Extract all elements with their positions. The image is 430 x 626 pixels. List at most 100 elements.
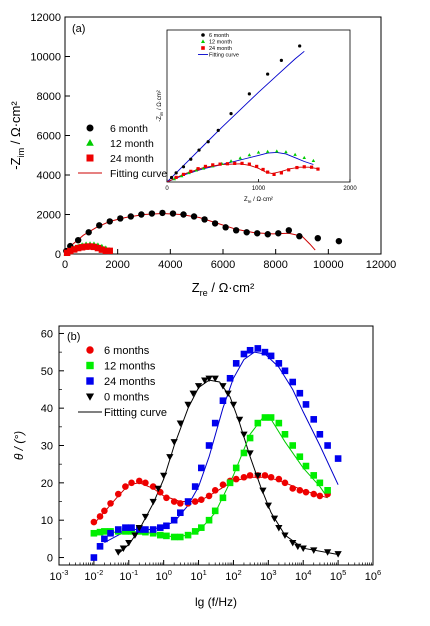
inset-data-point [316, 167, 320, 171]
inset-legend-marker [201, 46, 205, 50]
data-point [156, 524, 164, 531]
data-point [275, 475, 283, 483]
data-point [314, 235, 321, 242]
data-point [224, 390, 232, 398]
data-point [264, 231, 271, 238]
data-point [96, 222, 103, 229]
data-point [289, 378, 297, 386]
data-point [334, 551, 342, 558]
data-point [149, 498, 157, 506]
inset-data-point [238, 156, 242, 160]
x-tick-label: 103 [260, 568, 276, 583]
data-point [289, 442, 297, 449]
data-point [211, 419, 219, 427]
data-point [235, 416, 244, 424]
data-point [219, 494, 227, 502]
data-point [232, 464, 240, 472]
y-tick-label: 10000 [30, 52, 61, 64]
inset-data-point [266, 170, 270, 174]
x-tick-label: 10000 [313, 259, 344, 271]
data-point [138, 211, 145, 218]
bode-phase-panel: 10-3 10-2 10-1 100 101 102 103 104 105 106 0 10 20 30… [12, 325, 381, 609]
data-point [296, 453, 304, 461]
x-tick-label: 10-1 [119, 568, 138, 583]
legend-label: 0 months [104, 392, 150, 404]
inset-data-point [240, 161, 244, 165]
data-point [267, 473, 275, 481]
data-point [232, 360, 240, 367]
data-point [176, 420, 184, 427]
data-point [67, 247, 74, 255]
data-point [205, 492, 213, 500]
inset-data-point [189, 157, 193, 161]
data-point [310, 490, 318, 498]
data-point [82, 243, 90, 250]
data-point [184, 498, 192, 505]
data-point [96, 513, 104, 520]
data-point [135, 525, 143, 532]
inset-data-point [247, 153, 252, 157]
inset-data-point [218, 162, 222, 166]
data-point [281, 479, 289, 487]
inset-data-point [169, 175, 174, 180]
legend-marker [86, 124, 94, 132]
data-point [101, 507, 108, 515]
data-point [107, 500, 114, 507]
data-point [170, 498, 178, 505]
data-point [323, 549, 332, 556]
data-point [122, 528, 129, 535]
data-point [90, 529, 98, 537]
data-point [302, 401, 310, 408]
data-point [294, 543, 302, 551]
data-point [299, 545, 307, 552]
inset-data-point [194, 168, 199, 172]
data-point [229, 401, 238, 409]
data-point [163, 494, 170, 502]
inset-data-point [197, 148, 201, 152]
inset-data-point [174, 171, 178, 175]
data-point [275, 360, 283, 367]
x-tick-label: 106 [365, 568, 381, 583]
data-point [191, 483, 199, 490]
inset-data-point [216, 128, 220, 132]
legend-marker [86, 138, 94, 146]
data-point [101, 535, 108, 543]
data-point [246, 434, 254, 442]
data-point [296, 487, 304, 494]
inset-data-point [295, 165, 299, 170]
inset-data-point [311, 158, 316, 162]
y-tick-label: 30 [41, 441, 53, 453]
panel-label: (b) [67, 331, 80, 343]
inset-legend-marker [201, 39, 205, 43]
data-point [131, 532, 139, 539]
y-tick-label: 50 [41, 366, 53, 378]
data-point [117, 215, 124, 222]
inset-data-point [302, 165, 306, 169]
data-point [86, 243, 94, 250]
legend-label: 12 months [104, 361, 156, 373]
data-point [232, 475, 240, 483]
data-point [335, 237, 343, 245]
data-point [149, 529, 157, 537]
inset-data-point [287, 168, 291, 172]
legend-label: Fitting curve [110, 168, 167, 180]
data-point [94, 244, 102, 252]
inset-legend-label: 12 month [209, 40, 232, 46]
data-point [189, 390, 197, 398]
y-tick-label: 6000 [37, 131, 61, 143]
data-point [310, 416, 318, 423]
data-point [201, 216, 208, 223]
legend-marker [86, 346, 94, 354]
x-tick-label: 100 [155, 568, 171, 583]
inset-data-point [293, 152, 297, 156]
legend-marker [86, 154, 94, 162]
inset-fit-curve [167, 151, 314, 182]
data-point [324, 487, 331, 494]
y-tick-label: 8000 [37, 91, 61, 103]
legend-label: Fittting curve [104, 407, 167, 419]
inset-data-point [196, 167, 200, 171]
data-point [119, 545, 128, 552]
data-point [106, 247, 113, 255]
data-point [296, 389, 304, 397]
inset-data-point [187, 171, 191, 175]
